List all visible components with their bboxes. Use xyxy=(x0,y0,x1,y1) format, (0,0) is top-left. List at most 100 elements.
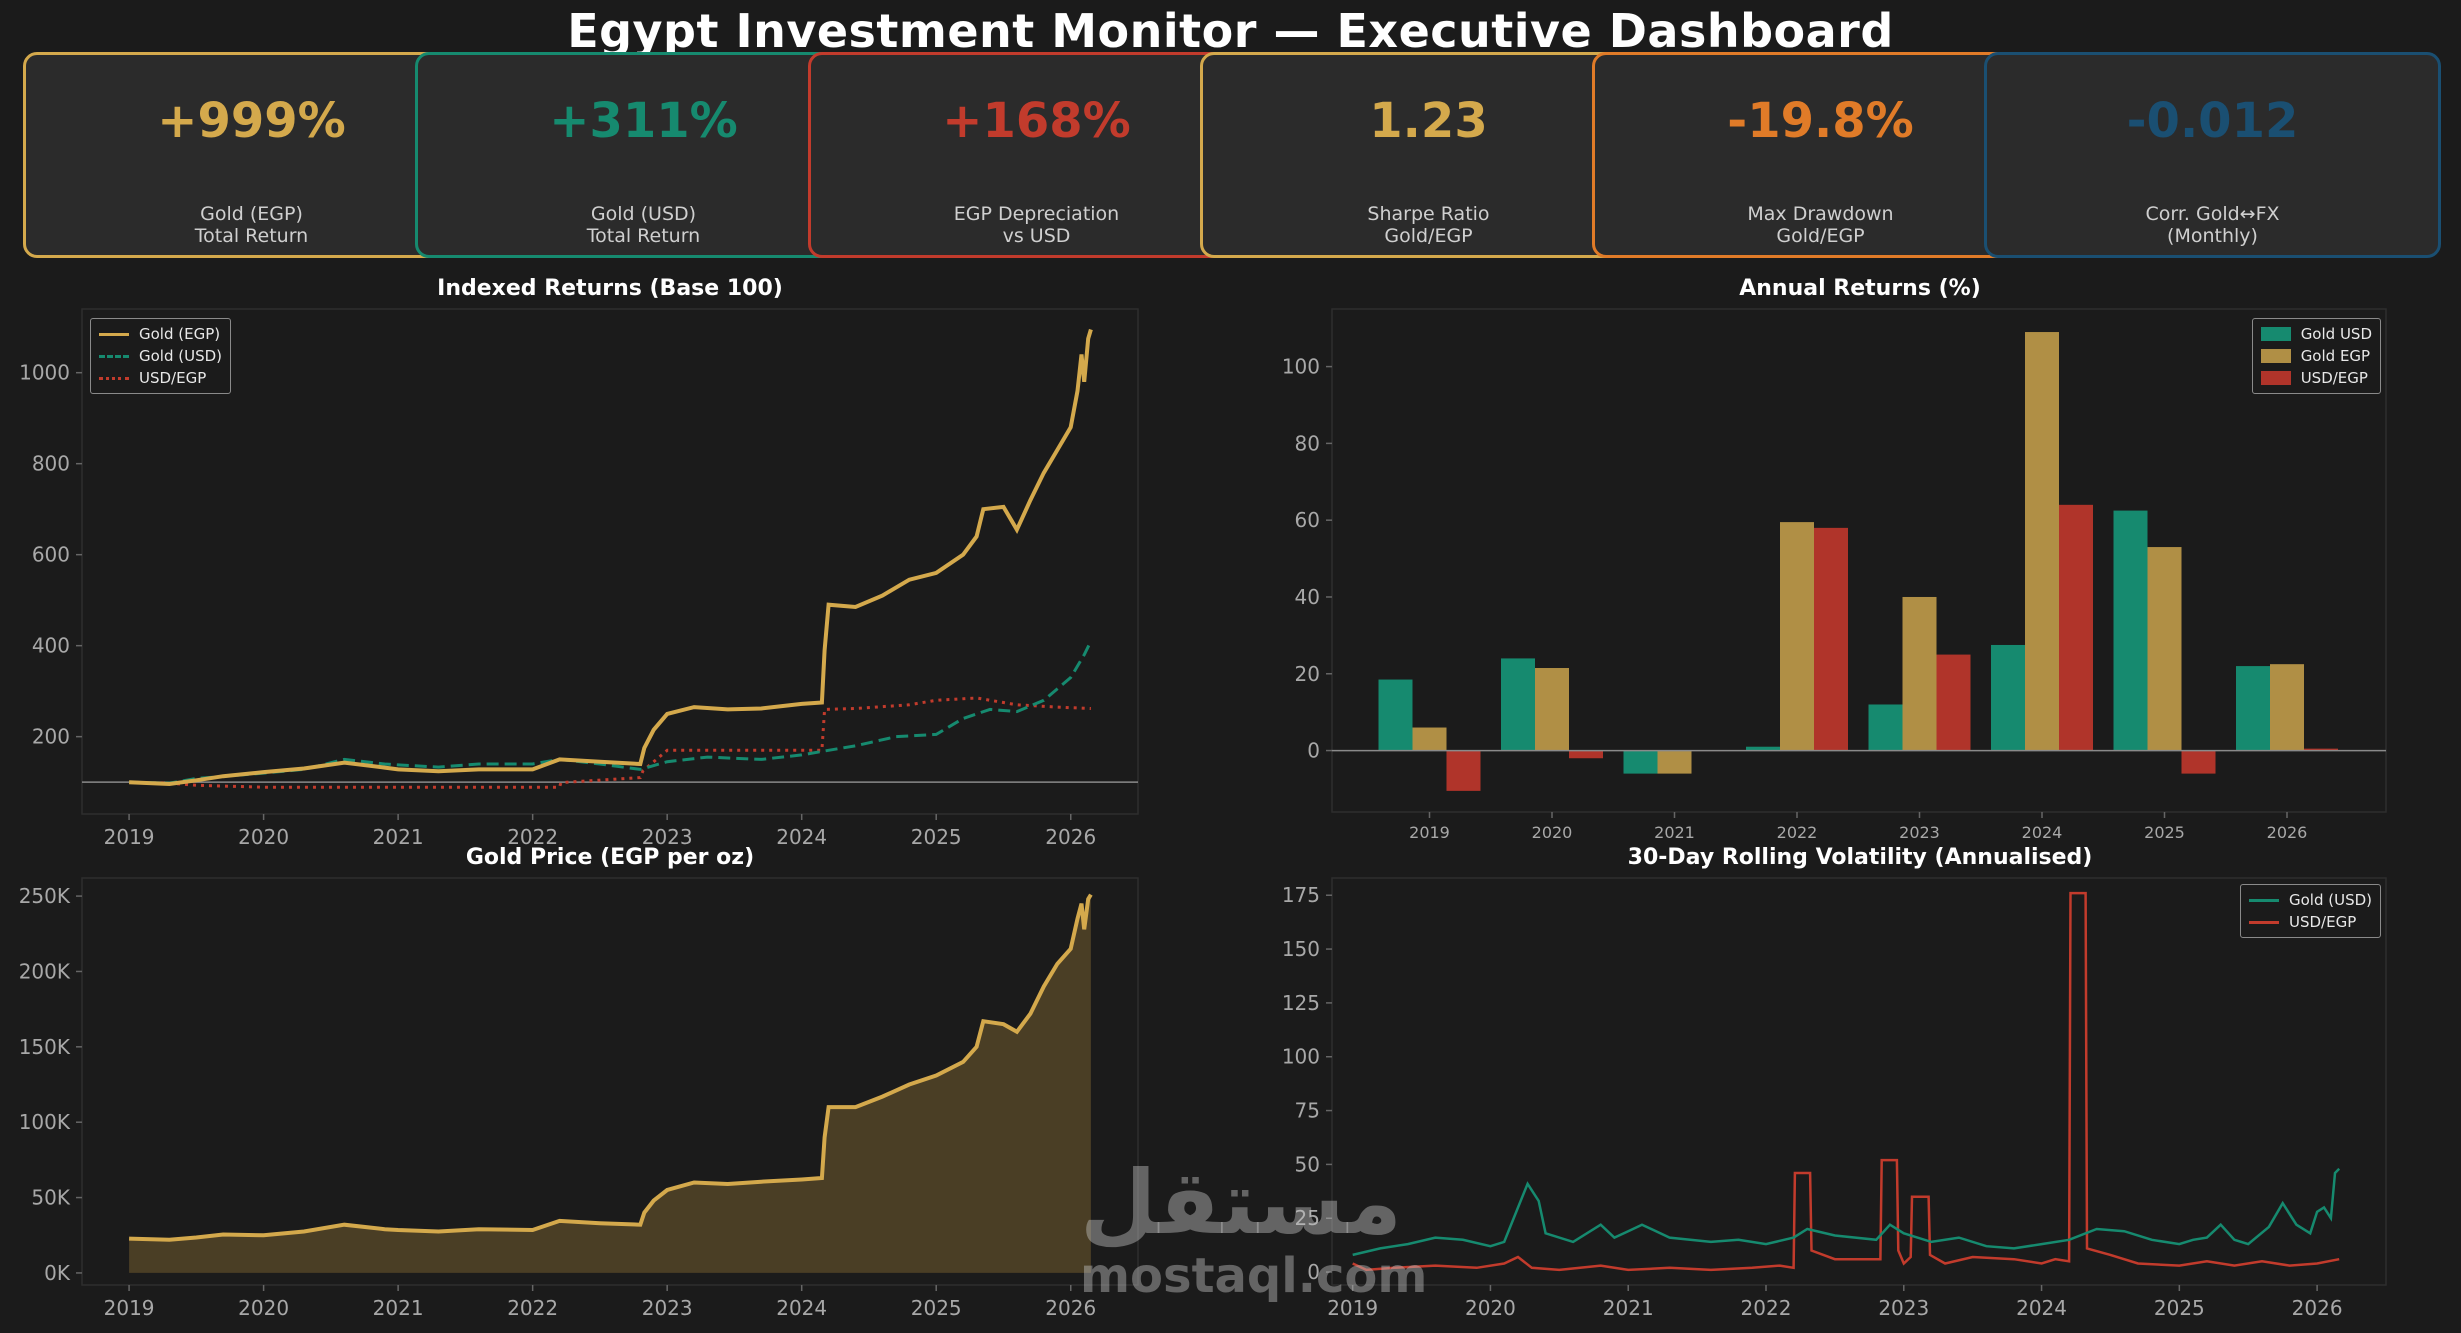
legend-label: Gold (USD) xyxy=(139,347,223,365)
bar xyxy=(2236,666,2270,751)
kpi-label: Sharpe Ratio Gold/EGP xyxy=(1367,203,1490,247)
bar xyxy=(1780,522,1814,751)
y-tick-label: 50 xyxy=(1295,1152,1320,1176)
plot-area xyxy=(1331,877,2387,1286)
y-tick-label: 200 xyxy=(32,725,70,749)
x-tick-label: 2025 xyxy=(2154,1296,2205,1320)
kpi-value: +999% xyxy=(157,93,346,149)
x-tick-label: 2024 xyxy=(2016,1296,2067,1320)
legend-entry: USD/EGP xyxy=(2260,367,2372,389)
x-tick-label: 2026 xyxy=(2292,1296,2343,1320)
y-tick-label: 80 xyxy=(1295,431,1320,455)
y-tick-label: 20 xyxy=(1295,662,1320,686)
series-line xyxy=(129,328,1093,787)
kpi-value: -19.8% xyxy=(1727,93,1914,149)
volatility-title: 30-Day Rolling Volatility (Annualised) xyxy=(1627,845,2093,870)
series-line xyxy=(1352,1167,2341,1257)
legend-swatch xyxy=(2248,920,2279,924)
kpi-label: Max Drawdown Gold/EGP xyxy=(1747,203,1894,247)
x-tick-label: 2020 xyxy=(1532,823,1573,842)
legend-label: USD/EGP xyxy=(2288,913,2357,931)
bar xyxy=(1936,654,1971,751)
bar xyxy=(1378,679,1413,751)
y-tick-label: 800 xyxy=(32,452,70,476)
legend-label: USD/EGP xyxy=(2300,369,2368,387)
x-tick-label: 2021 xyxy=(373,825,424,849)
kpi-card: -0.012 Corr. Gold↔FX (Monthly) xyxy=(1984,52,2441,258)
annual-returns-title: Annual Returns (%) xyxy=(1739,276,1981,301)
legend-label: Gold USD xyxy=(2300,325,2372,343)
price-area xyxy=(129,894,1091,1273)
y-tick-label: 100 xyxy=(1282,355,1320,379)
watermark: مستقل mostaql.com xyxy=(1080,1151,1428,1304)
kpi-card: +311% Gold (USD) Total Return xyxy=(415,52,872,258)
kpi-label: Gold (USD) Total Return xyxy=(586,203,701,247)
legend-entry: Gold EGP xyxy=(2260,345,2372,367)
bar xyxy=(1657,750,1692,774)
bar xyxy=(1814,527,1848,751)
y-tick-label: 0 xyxy=(1307,1260,1320,1284)
x-tick-label: 2024 xyxy=(776,825,827,849)
x-tick-label: 2022 xyxy=(507,825,558,849)
dashboard-title: Egypt Investment Monitor — Executive Das… xyxy=(567,4,1894,58)
watermark-arabic: مستقل xyxy=(1080,1151,1402,1254)
x-tick-label: 2021 xyxy=(373,1296,424,1320)
kpi-card: +999% Gold (EGP) Total Return xyxy=(23,52,480,258)
y-tick-label: 100 xyxy=(1282,1045,1320,1069)
price-line xyxy=(129,893,1093,1242)
bar xyxy=(1902,596,1937,751)
legend-swatch xyxy=(99,332,129,336)
y-tick-label: 200K xyxy=(19,959,71,983)
y-tick-label: 1000 xyxy=(19,361,70,385)
bar xyxy=(1535,668,1569,751)
x-tick-label: 2019 xyxy=(104,825,155,849)
kpi-label: Gold (EGP) Total Return xyxy=(194,203,309,247)
bar xyxy=(2059,504,2093,751)
kpi-value: +168% xyxy=(942,93,1131,149)
y-tick-label: 600 xyxy=(32,543,70,567)
x-tick-label: 2021 xyxy=(1603,1296,1654,1320)
y-tick-label: 50K xyxy=(31,1186,70,1210)
bar xyxy=(1569,750,1603,759)
x-tick-label: 2022 xyxy=(507,1296,558,1320)
bar xyxy=(1746,746,1780,751)
gold-price-title: Gold Price (EGP per oz) xyxy=(465,845,755,870)
x-tick-label: 2022 xyxy=(1741,1296,1792,1320)
kpi-value: +311% xyxy=(549,93,738,149)
x-tick-label: 2023 xyxy=(1899,823,1940,842)
kpi-label: Corr. Gold↔FX (Monthly) xyxy=(2145,203,2280,247)
bar xyxy=(2270,664,2304,751)
kpi-card: 1.23 Sharpe Ratio Gold/EGP xyxy=(1200,52,1657,258)
series-line xyxy=(129,696,1091,789)
y-tick-label: 125 xyxy=(1282,991,1320,1015)
legend-entry: Gold (USD) xyxy=(99,345,222,367)
annual-returns-chart: 0 20 40 60 80 100 2019 2020 2021 2022 2023 2024 2025… xyxy=(1282,308,2387,842)
series-line xyxy=(1352,891,2340,1272)
x-tick-label: 2019 xyxy=(104,1296,155,1320)
annual-returns-legend: Gold USD Gold EGP USD/EGP xyxy=(2251,318,2381,394)
bar xyxy=(2147,547,2182,751)
indexed-returns-chart: 200 400 600 800 1000 2019 2020 2021 2022 2023 2024… xyxy=(19,308,1139,849)
x-tick-label: 2023 xyxy=(642,1296,693,1320)
gold-price-chart: 0K 50K 100K 150K 200K 250K 2019 2020 2021 2022 202… xyxy=(19,877,1139,1320)
legend-entry: Gold USD xyxy=(2260,323,2372,345)
bar xyxy=(1991,644,2025,751)
watermark-latin: mostaql.com xyxy=(1080,1248,1428,1304)
y-tick-label: 100K xyxy=(19,1110,71,1134)
y-tick-label: 25 xyxy=(1295,1206,1320,1230)
x-tick-label: 2024 xyxy=(776,1296,827,1320)
x-tick-label: 2023 xyxy=(1878,1296,1929,1320)
x-tick-label: 2025 xyxy=(911,1296,962,1320)
legend-entry: USD/EGP xyxy=(99,367,222,389)
bar xyxy=(1501,658,1535,751)
kpi-card: +168% EGP Depreciation vs USD xyxy=(808,52,1265,258)
x-tick-label: 2026 xyxy=(1045,825,1096,849)
x-tick-label: 2023 xyxy=(642,825,693,849)
bar xyxy=(2025,332,2059,751)
legend-entry: Gold (USD) xyxy=(2248,889,2372,911)
bar xyxy=(2181,750,2216,774)
plot-area xyxy=(81,308,1139,815)
plot-area xyxy=(1331,308,2387,813)
y-tick-label: 400 xyxy=(32,634,70,658)
indexed-returns-title: Indexed Returns (Base 100) xyxy=(437,276,783,301)
